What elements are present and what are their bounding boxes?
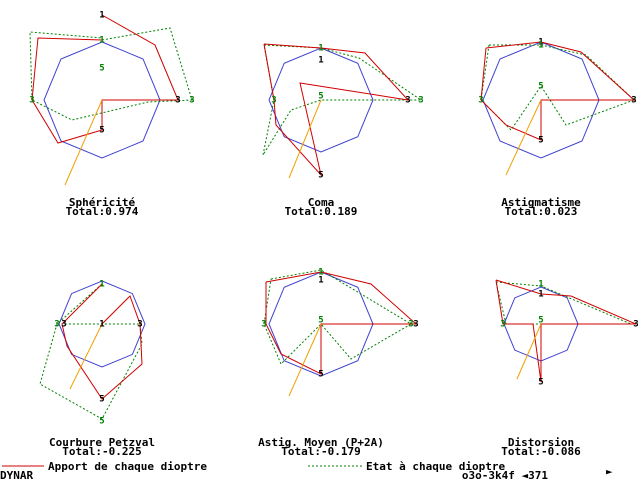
axis-mark: 3 — [418, 96, 423, 106]
orange-ray — [288, 323, 322, 397]
panel-title: Distorsion — [508, 436, 574, 449]
axis-mark: 1 — [99, 36, 104, 46]
axis-mark: 5 — [318, 370, 323, 380]
axis-mark: 3 — [54, 320, 59, 330]
octagon — [268, 47, 374, 153]
axis-mark: 5 — [538, 378, 543, 388]
status-right: o3o-3k4f ◄371 — [462, 469, 548, 480]
orange-ray — [69, 323, 103, 390]
axis-mark: 5 — [538, 316, 543, 326]
axis-mark: 3 — [500, 320, 505, 330]
panel-title: Sphéricité — [69, 196, 136, 209]
panel-total: Total:-0.179 — [281, 445, 360, 458]
axis-mark: 5 — [99, 64, 104, 74]
axis-mark: 3 — [261, 320, 266, 330]
octagon — [43, 41, 161, 159]
axis-mark: 1 — [318, 44, 323, 54]
orange-ray — [64, 99, 103, 186]
axis-mark: 1 — [99, 11, 104, 21]
axis-mark: 3 — [137, 320, 142, 330]
axis-mark: 3 — [413, 320, 418, 330]
axis-mark: 5 — [99, 417, 104, 427]
axis-mark: 3 — [61, 320, 66, 330]
axis-mark: 5 — [538, 136, 543, 146]
status-arrow[interactable]: ► — [606, 465, 613, 478]
green-trace — [495, 281, 632, 325]
axis-mark: 3 — [175, 96, 180, 106]
panel-title: Courbure Petzval — [49, 436, 155, 449]
legend-green: Etat à chaque dioptre — [366, 460, 505, 473]
axis-mark: 1 — [99, 320, 104, 330]
panel-total: Total:0.974 — [66, 205, 139, 218]
axis-mark: 3 — [271, 96, 276, 106]
axis-mark: 1 — [538, 41, 543, 51]
axis-mark: 5 — [538, 82, 543, 92]
axis-mark: 5 — [318, 171, 323, 181]
octagon — [482, 41, 600, 159]
red-trace — [31, 14, 179, 144]
legend-red: Apport de chaque dioptre — [48, 460, 207, 473]
axis-mark: 3 — [189, 96, 194, 106]
axis-mark: 3 — [631, 96, 636, 106]
orange-ray — [505, 99, 542, 176]
panel-title: Astig. Moyen (P+2A) — [258, 436, 384, 449]
axis-mark: 3 — [29, 96, 34, 106]
panel-title: Astigmatisme — [501, 196, 581, 209]
panel-total: Total:-0.086 — [501, 445, 581, 458]
axis-mark: 1 — [99, 280, 104, 290]
axis-mark: 3 — [408, 320, 413, 330]
octagon — [58, 280, 146, 368]
red-trace — [263, 43, 410, 177]
axis-mark: 1 — [318, 276, 323, 286]
axis-mark: 1 — [318, 56, 323, 66]
axis-mark: 3 — [633, 320, 638, 330]
panel-title: Coma — [308, 196, 335, 209]
axis-mark: 1 — [318, 268, 323, 278]
octagon — [268, 271, 374, 377]
axis-mark: 1 — [538, 38, 543, 48]
panel-total: Total:0.023 — [505, 205, 578, 218]
panel-total: Total:0.189 — [285, 205, 358, 218]
green-trace — [262, 44, 423, 156]
panel-total: Total:-0.225 — [62, 445, 141, 458]
axis-mark: 3 — [405, 96, 410, 106]
red-trace — [61, 283, 143, 400]
axis-mark: 5 — [318, 316, 323, 326]
axis-mark: 1 — [538, 290, 543, 300]
orange-ray — [516, 323, 542, 380]
axis-mark: 5 — [99, 126, 104, 136]
green-trace — [29, 27, 193, 121]
axis-mark: 3 — [478, 96, 483, 106]
green-trace — [263, 269, 412, 365]
orange-ray — [288, 99, 322, 179]
axis-mark: 1 — [538, 280, 543, 290]
axis-mark: 5 — [99, 395, 104, 405]
axis-mark: 5 — [318, 92, 323, 102]
status-left: DYNAR — [0, 469, 33, 480]
